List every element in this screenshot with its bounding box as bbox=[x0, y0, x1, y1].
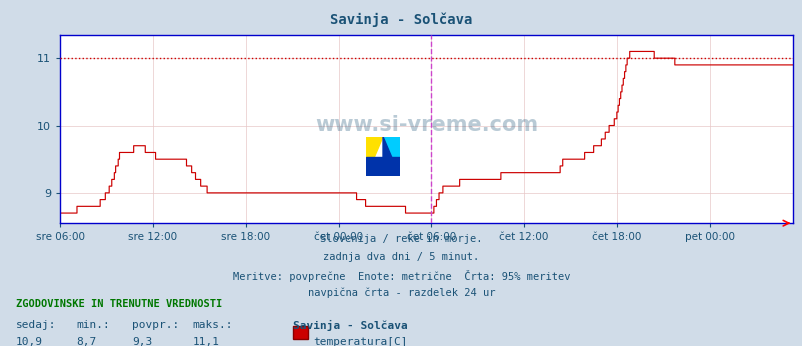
Text: 10,9: 10,9 bbox=[16, 337, 43, 346]
Text: navpična črta - razdelek 24 ur: navpična črta - razdelek 24 ur bbox=[307, 288, 495, 298]
Text: ZGODOVINSKE IN TRENUTNE VREDNOSTI: ZGODOVINSKE IN TRENUTNE VREDNOSTI bbox=[16, 299, 222, 309]
Text: sedaj:: sedaj: bbox=[16, 320, 56, 330]
Text: Slovenija / reke in morje.: Slovenija / reke in morje. bbox=[320, 234, 482, 244]
Polygon shape bbox=[383, 137, 399, 176]
Polygon shape bbox=[366, 156, 399, 176]
Text: temperatura[C]: temperatura[C] bbox=[313, 337, 407, 346]
Text: www.si-vreme.com: www.si-vreme.com bbox=[315, 115, 537, 135]
Text: 9,3: 9,3 bbox=[132, 337, 152, 346]
Polygon shape bbox=[383, 137, 399, 176]
Polygon shape bbox=[366, 137, 383, 176]
Text: zadnja dva dni / 5 minut.: zadnja dva dni / 5 minut. bbox=[323, 252, 479, 262]
Text: Savinja - Solčava: Savinja - Solčava bbox=[293, 320, 407, 331]
Text: povpr.:: povpr.: bbox=[132, 320, 180, 330]
Text: Savinja - Solčava: Savinja - Solčava bbox=[330, 12, 472, 27]
Text: Meritve: povprečne  Enote: metrične  Črta: 95% meritev: Meritve: povprečne Enote: metrične Črta:… bbox=[233, 270, 569, 282]
Text: maks.:: maks.: bbox=[192, 320, 233, 330]
Text: 8,7: 8,7 bbox=[76, 337, 96, 346]
Text: min.:: min.: bbox=[76, 320, 110, 330]
Text: 11,1: 11,1 bbox=[192, 337, 220, 346]
